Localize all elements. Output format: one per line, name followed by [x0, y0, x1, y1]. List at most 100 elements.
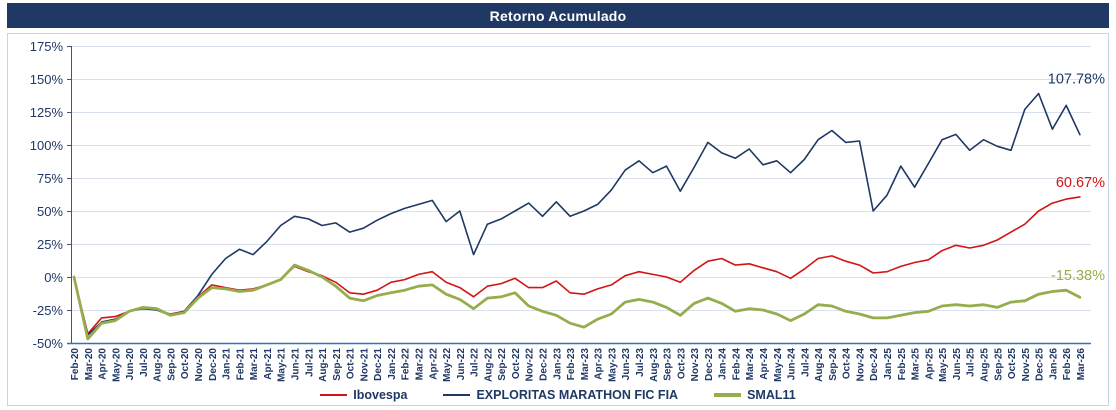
x-axis-label: May-21	[277, 348, 288, 382]
x-axis-label: May-23	[607, 348, 618, 382]
legend-item-smal11: SMAL11	[714, 388, 796, 402]
x-axis-label: Mar-20	[84, 348, 95, 381]
x-axis-label: Sep-25	[993, 348, 1004, 381]
x-axis-label: Nov-23	[690, 348, 701, 382]
x-axis-label: Nov-24	[856, 348, 867, 382]
y-axis-label: 150%	[30, 72, 64, 87]
x-axis-label: Sep-20	[167, 348, 178, 381]
x-axis-label: Jun-21	[291, 348, 302, 381]
legend-label-ibovespa: Ibovespa	[353, 388, 408, 402]
x-axis-label: Aug-23	[649, 348, 660, 382]
x-axis-label: Mar-24	[745, 348, 756, 381]
legend-item-ibovespa: Ibovespa	[320, 388, 407, 402]
x-axis-label: Apr-20	[98, 348, 109, 380]
x-axis-label: Oct-20	[180, 348, 191, 380]
y-axis-label: -50%	[33, 336, 64, 351]
chart-frame: 175% 150% 125% 100% 75% 50% 25% 0% -25% -50% Feb-2…	[7, 33, 1109, 406]
x-axis-label: Aug-20	[153, 348, 164, 382]
x-axis-label: Oct-21	[346, 348, 357, 380]
x-axis-label: Mar-22	[415, 348, 426, 381]
x-axis-label: Feb-22	[401, 348, 412, 381]
x-axis-label: Apr-24	[759, 348, 770, 380]
x-axis-label: Feb-24	[731, 348, 742, 381]
x-axis-label: Oct-22	[511, 348, 522, 380]
x-axis-label: Aug-21	[318, 348, 329, 382]
x-axis-label: May-25	[938, 348, 949, 382]
legend-label-smal11: SMAL11	[747, 388, 796, 402]
x-axis-label: Jul-23	[635, 348, 646, 377]
x-axis-label: Feb-26	[1062, 348, 1073, 381]
x-axis-label: Jan-24	[718, 348, 729, 380]
x-axis-label: Jul-21	[304, 348, 315, 377]
x-axis-label: Sep-24	[828, 348, 839, 381]
x-axis-label: Feb-20	[70, 348, 81, 381]
chart-legend: Ibovespa EXPLORITAS MARATHON FIC FIA SMAL1…	[8, 387, 1108, 403]
x-axis-label: Sep-21	[332, 348, 343, 381]
x-axis-label: Mar-21	[249, 348, 260, 381]
legend-swatch-smal11	[714, 393, 742, 397]
y-axis-label: 125%	[30, 105, 64, 120]
x-axis-label: Jul-20	[139, 348, 150, 377]
legend-label-exploritas: EXPLORITAS MARATHON FIC FIA	[476, 388, 679, 402]
x-axis-label: Jan-25	[883, 348, 894, 380]
x-axis-label: Oct-24	[842, 348, 853, 380]
legend-swatch-ibovespa	[320, 394, 348, 396]
plot-svg: 175% 150% 125% 100% 75% 50% 25% 0% -25% -50% Feb-2…	[30, 39, 1105, 382]
x-axis-label: Jan-26	[1048, 348, 1059, 380]
x-axis-label: Apr-23	[594, 348, 605, 380]
x-axis-label: Nov-21	[359, 348, 370, 382]
x-axis-label: Aug-22	[483, 348, 494, 382]
x-axis-label: Jan-21	[222, 348, 233, 380]
x-axis-label: Dec-21	[373, 348, 384, 381]
x-axis-label: Jun-24	[787, 348, 798, 381]
y-axis-label: 75%	[37, 171, 63, 186]
series-line-smal11	[72, 263, 1082, 341]
x-axis-label: Sep-22	[497, 348, 508, 381]
x-axis-label: Sep-23	[663, 348, 674, 381]
x-axis-label: Feb-23	[566, 348, 577, 381]
chart-title-bar: Retorno Acumulado	[7, 3, 1109, 28]
series-line-exploritas	[73, 92, 1081, 336]
x-axis-label: Dec-23	[704, 348, 715, 381]
x-axis-label: Jan-23	[552, 348, 563, 380]
legend-swatch-exploritas	[443, 394, 471, 396]
x-axis-label: Jun-20	[125, 348, 136, 381]
x-axis-label: Jun-25	[952, 348, 963, 381]
x-axis-label: Mar-25	[911, 348, 922, 381]
x-axis-label: Nov-25	[1021, 348, 1032, 382]
series-line-ibovespa	[73, 196, 1081, 335]
x-axis-label: Jun-23	[621, 348, 632, 381]
x-axis-label: Apr-22	[428, 348, 439, 380]
x-axis-label: Dec-20	[208, 348, 219, 381]
y-axis-label: 100%	[30, 138, 64, 153]
x-axis-label: Jul-24	[800, 348, 811, 377]
chart-title: Retorno Acumulado	[489, 7, 627, 24]
x-axis-label: Nov-20	[194, 348, 205, 382]
x-axis-label: Feb-25	[897, 348, 908, 381]
legend-item-exploritas: EXPLORITAS MARATHON FIC FIA	[443, 388, 678, 402]
x-axis-label: Aug-24	[814, 348, 825, 382]
end-label-exploritas: 107.78%	[1048, 72, 1105, 88]
x-axis-label: May-20	[111, 348, 122, 382]
x-axis-label: Aug-25	[980, 348, 991, 382]
y-axis-label: 50%	[37, 204, 63, 219]
y-axis-label: 0%	[44, 270, 63, 285]
x-axis-label: Oct-23	[676, 348, 687, 380]
x-axis-label: Apr-25	[924, 348, 935, 380]
x-axis-label: Feb-21	[235, 348, 246, 381]
x-axis-label: Mar-26	[1076, 348, 1087, 381]
x-axis-label: Jun-22	[456, 348, 467, 381]
x-axis-label: Dec-24	[869, 348, 880, 381]
y-axis-label: 175%	[30, 39, 64, 54]
x-axis-label: May-24	[773, 348, 784, 382]
x-axis-label: Jul-22	[470, 348, 481, 377]
x-axis-label: Oct-25	[1007, 348, 1018, 380]
y-axis-label: -25%	[33, 303, 64, 318]
end-label-ibovespa: 60.67%	[1056, 175, 1105, 191]
x-axis-label: Jan-22	[387, 348, 398, 380]
end-label-smal11: -15.38%	[1051, 268, 1105, 284]
x-axis-label: Dec-25	[1035, 348, 1046, 381]
y-axis-label: 25%	[37, 237, 63, 252]
x-axis-label: May-22	[442, 348, 453, 382]
